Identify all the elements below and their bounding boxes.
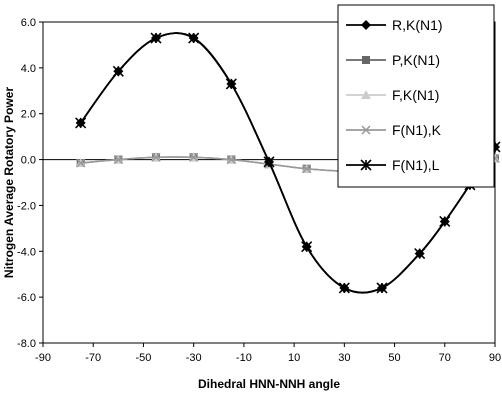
legend-marker: [362, 56, 370, 64]
legend-item: F(N1),K: [346, 122, 442, 138]
plot-frame: [42, 21, 496, 344]
legend-item: F,K(N1): [346, 87, 439, 103]
legend-label: F(N1),K: [392, 122, 442, 138]
legend-marker: [360, 159, 372, 171]
data-point: [151, 152, 161, 162]
legend-label: F(N1),L: [392, 157, 440, 173]
legend: R,K(N1) P,K(N1) F,K(N1) F(N1),K F(N1),L: [337, 4, 495, 188]
legend-label: P,K(N1): [392, 52, 440, 68]
legend-marker: [361, 20, 371, 30]
data-point: [414, 248, 426, 260]
y-tick-label: -2.0: [17, 200, 36, 212]
legend-item: P,K(N1): [346, 52, 440, 68]
x-tick-label: -90: [35, 352, 51, 364]
legend-label: R,K(N1): [392, 17, 443, 33]
x-axis-label: Dihedral HNN-NNH angle: [198, 377, 340, 391]
x-tick-label: -10: [236, 352, 252, 364]
y-axis-ticks: -8.0 -6.0 -4.0 -2.0 0.0 2.0 4.0 6.0: [17, 17, 43, 350]
data-point: [301, 241, 313, 253]
data-point: [189, 152, 199, 162]
y-tick-label: -8.0: [17, 338, 36, 350]
data-point: [225, 78, 237, 90]
data-point: [150, 32, 162, 44]
legend-marker: [361, 90, 371, 99]
data-point: [226, 155, 236, 165]
x-tick-label: -50: [135, 352, 151, 364]
legend-label: F,K(N1): [392, 87, 439, 103]
x-tick-label: 70: [439, 352, 451, 364]
data-point: [376, 282, 388, 294]
data-point: [302, 164, 312, 174]
data-point: [338, 282, 350, 294]
y-tick-label: 4.0: [21, 63, 36, 75]
y-axis-label: Nitrogen Average Rotatory Power: [2, 87, 16, 278]
y-tick-label: 6.0: [21, 17, 36, 29]
legend-item: R,K(N1): [346, 17, 443, 33]
x-axis-ticks: -90 -70 -50 -30 -10 10 30 50 70 90: [35, 343, 501, 364]
data-point: [75, 117, 87, 129]
x-tick-label: 90: [489, 352, 501, 364]
y-tick-label: -6.0: [17, 292, 36, 304]
x-tick-label: 50: [388, 352, 400, 364]
x-tick-label: 30: [338, 352, 350, 364]
x-tick-label: -30: [186, 352, 202, 364]
data-point: [263, 156, 275, 168]
data-point: [76, 158, 86, 168]
y-tick-label: -4.0: [17, 246, 36, 258]
data-point: [113, 155, 123, 165]
legend-marker: [361, 125, 371, 135]
plot-area: [42, 21, 496, 344]
legend-item: F(N1),L: [346, 157, 440, 173]
data-point: [112, 65, 124, 77]
x-tick-label: -70: [85, 352, 101, 364]
x-tick-label: 10: [288, 352, 300, 364]
y-tick-label: 0.0: [21, 155, 36, 167]
data-point: [439, 215, 451, 228]
data-point: [188, 32, 200, 44]
y-tick-label: 2.0: [21, 109, 36, 121]
